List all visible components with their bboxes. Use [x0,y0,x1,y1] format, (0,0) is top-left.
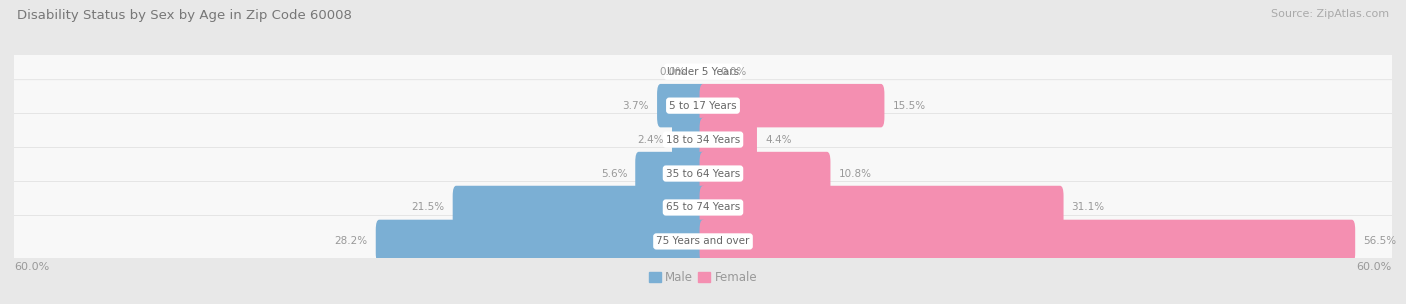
Text: 21.5%: 21.5% [412,202,444,212]
FancyBboxPatch shape [700,84,884,127]
Text: 75 Years and over: 75 Years and over [657,237,749,247]
Text: 4.4%: 4.4% [765,135,792,145]
Text: 65 to 74 Years: 65 to 74 Years [666,202,740,212]
Legend: Male, Female: Male, Female [644,267,762,289]
FancyBboxPatch shape [453,186,706,229]
FancyBboxPatch shape [700,118,756,161]
FancyBboxPatch shape [11,46,1395,98]
FancyBboxPatch shape [700,186,1063,229]
Text: 5.6%: 5.6% [600,168,627,178]
FancyBboxPatch shape [11,148,1395,199]
FancyBboxPatch shape [700,152,831,195]
Text: 0.0%: 0.0% [720,67,747,77]
FancyBboxPatch shape [375,220,706,263]
Text: 15.5%: 15.5% [893,101,925,111]
Text: 56.5%: 56.5% [1364,237,1396,247]
FancyBboxPatch shape [11,80,1395,131]
Text: Under 5 Years: Under 5 Years [666,67,740,77]
FancyBboxPatch shape [11,182,1395,233]
Text: 60.0%: 60.0% [1357,262,1392,272]
Text: Source: ZipAtlas.com: Source: ZipAtlas.com [1271,9,1389,19]
FancyBboxPatch shape [11,216,1395,267]
Text: 2.4%: 2.4% [637,135,664,145]
Text: Disability Status by Sex by Age in Zip Code 60008: Disability Status by Sex by Age in Zip C… [17,9,352,22]
Text: 35 to 64 Years: 35 to 64 Years [666,168,740,178]
Text: 5 to 17 Years: 5 to 17 Years [669,101,737,111]
FancyBboxPatch shape [636,152,706,195]
FancyBboxPatch shape [11,114,1395,165]
Text: 10.8%: 10.8% [838,168,872,178]
Text: 60.0%: 60.0% [14,262,49,272]
FancyBboxPatch shape [700,220,1355,263]
Text: 3.7%: 3.7% [623,101,650,111]
Text: 0.0%: 0.0% [659,67,686,77]
FancyBboxPatch shape [672,118,706,161]
Text: 31.1%: 31.1% [1071,202,1105,212]
Text: 28.2%: 28.2% [335,237,368,247]
FancyBboxPatch shape [657,84,706,127]
Text: 18 to 34 Years: 18 to 34 Years [666,135,740,145]
